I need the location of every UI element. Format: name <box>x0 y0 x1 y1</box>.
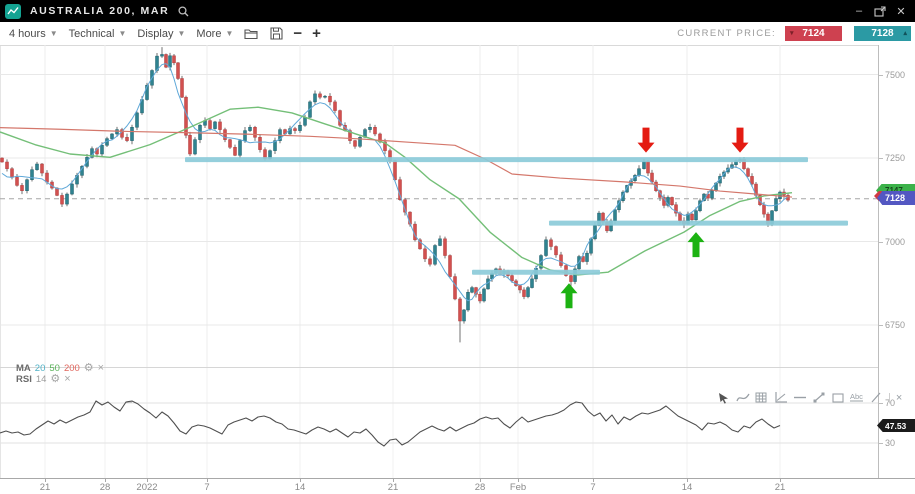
price-tick-label: 7500 <box>885 69 906 80</box>
candles-layer <box>0 47 790 343</box>
price-tick-label: 6750 <box>885 320 906 330</box>
chevron-down-icon: ▼ <box>225 29 234 38</box>
rsi-value-tag: 47.53 <box>877 419 915 432</box>
ma-indicator-label: MA 20 50 200 ⚙ × <box>16 362 105 375</box>
date-tick-label: 14 <box>294 482 306 493</box>
popout-button[interactable] <box>874 5 886 17</box>
chevron-down-icon: ▼ <box>49 29 58 38</box>
zoom-in-button[interactable]: + <box>312 25 321 42</box>
price-tick-label: 7000 <box>885 236 906 247</box>
rsi-indicator-label: RSI 14 ⚙ × <box>16 373 71 386</box>
gridlines <box>0 45 878 367</box>
date-tick-label: 14 <box>681 482 693 493</box>
minimize-button[interactable]: – <box>855 5 863 17</box>
buy-signal-arrow <box>687 232 705 258</box>
support-resistance-bands[interactable] <box>185 157 848 275</box>
rsi-line <box>0 400 781 447</box>
interval-menu[interactable]: 4 hours ▼ <box>9 27 58 40</box>
rsi-pane[interactable]: RSI 14 ⚙ × <box>0 368 878 478</box>
horizontal-line-tool-icon[interactable] <box>792 390 807 405</box>
instrument-title: AUSTRALIA 200, MAR <box>30 5 170 17</box>
technical-menu[interactable]: Technical ▼ <box>68 27 127 40</box>
candlestick-chart[interactable] <box>0 45 878 367</box>
drawing-toolbar[interactable]: Abc | × <box>716 390 902 405</box>
display-menu[interactable]: Display ▼ <box>137 27 186 40</box>
chevron-down-icon: ▼ <box>118 29 127 38</box>
text-tool-icon[interactable]: Abc <box>849 390 864 405</box>
date-tick-label: 7 <box>590 482 596 493</box>
current-price-tag: 7128 <box>877 191 915 205</box>
save-icon[interactable] <box>270 27 283 40</box>
ma-remove-icon[interactable]: × <box>97 362 105 374</box>
chart-axes-tool-icon[interactable] <box>773 390 788 405</box>
rsi-tick-label: 30 <box>885 438 896 448</box>
current-price-label: CURRENT PRICE: <box>677 28 776 39</box>
date-tick-label: 21 <box>39 482 51 493</box>
close-draw-toolbar-icon[interactable]: × <box>895 391 903 404</box>
pane-divider[interactable] <box>0 367 915 368</box>
date-tick-label: 2022 <box>136 482 158 493</box>
level-band[interactable] <box>549 220 848 226</box>
buy-signal-arrow <box>560 283 578 309</box>
cursor-tool-icon[interactable] <box>716 390 731 405</box>
level-band[interactable] <box>185 157 808 163</box>
more-menu[interactable]: More ▼ <box>196 27 234 40</box>
titlebar: AUSTRALIA 200, MAR – ✕ <box>0 0 915 22</box>
date-tick-label: 21 <box>387 482 399 493</box>
price-axis[interactable]: 7500 7250 7000 6750 70 30 <box>878 45 915 478</box>
rsi-line-layer <box>0 400 781 447</box>
zoom-out-button[interactable]: − <box>293 25 303 42</box>
ma-20-line <box>1 63 789 302</box>
diagonal-line-tool-icon[interactable] <box>868 390 883 405</box>
ma-50-line <box>0 106 793 276</box>
rsi-gridlines <box>0 368 878 478</box>
chart-toolbar: 4 hours ▼ Technical ▼ Display ▼ More ▼ − + C… <box>0 22 915 46</box>
search-icon[interactable] <box>177 5 190 18</box>
curve-tool-icon[interactable] <box>735 390 750 405</box>
signal-arrows <box>560 127 749 309</box>
date-tick-label: 28 <box>99 482 111 493</box>
sell-signal-arrow <box>637 127 655 153</box>
svg-text:Abc: Abc <box>850 392 863 401</box>
ma-200-line <box>0 127 793 198</box>
time-axis[interactable]: 21 28 2022 7 14 21 28 Feb 7 14 21 <box>0 478 915 494</box>
trend-line-tool-icon[interactable] <box>811 390 826 405</box>
sell-signal-arrow <box>731 127 749 153</box>
open-folder-icon[interactable] <box>244 27 259 40</box>
rectangle-tool-icon[interactable] <box>830 390 845 405</box>
date-tick-label: 21 <box>774 482 786 493</box>
toolbar-separator: | <box>888 391 891 404</box>
sell-price-button[interactable]: ▾ 7124 <box>785 26 842 41</box>
ma-settings-gear-icon[interactable]: ⚙ <box>83 362 94 374</box>
rsi-remove-icon[interactable]: × <box>64 373 71 385</box>
date-tick-label: Feb <box>509 482 527 493</box>
rsi-tick-label: 70 <box>885 398 896 408</box>
sell-arrow-icon: ▾ <box>790 30 794 37</box>
rsi-chart[interactable] <box>0 368 878 478</box>
app-logo-icon <box>5 3 21 19</box>
level-band[interactable] <box>472 269 600 275</box>
price-chart-pane[interactable]: MA 20 50 200 ⚙ × Abc | × <box>0 45 902 404</box>
buy-price-button[interactable]: 7128 ▴ <box>854 26 911 41</box>
chevron-down-icon: ▼ <box>177 29 186 38</box>
grid-tool-icon[interactable] <box>754 390 769 405</box>
price-tick-label: 7250 <box>885 153 906 163</box>
rsi-settings-gear-icon[interactable]: ⚙ <box>50 373 61 385</box>
date-tick-label: 28 <box>474 482 486 493</box>
close-button[interactable]: ✕ <box>896 5 906 18</box>
moving-averages-layer <box>0 63 793 302</box>
date-tick-label: 7 <box>204 482 210 493</box>
buy-arrow-icon: ▴ <box>903 30 907 37</box>
